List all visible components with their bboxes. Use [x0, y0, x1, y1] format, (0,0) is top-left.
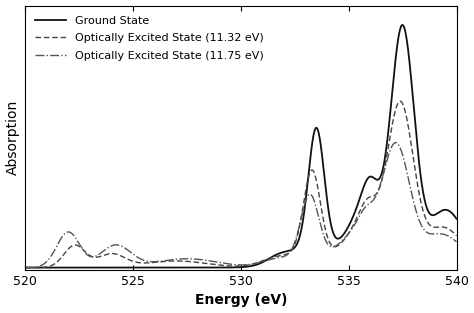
Optically Excited State (11.32 eV) [72, 243, 77, 247]
Optically Excited State (11.75 eV) [393, 141, 399, 145]
Ground State [72, 266, 77, 269]
Ground State [97, 266, 103, 269]
Y-axis label: Absorption: Absorption [6, 100, 19, 175]
Optically Excited State (11.75 eV) [97, 252, 103, 256]
Ground State [206, 266, 212, 269]
Line: Optically Excited State (11.75 eV): Optically Excited State (11.75 eV) [25, 143, 456, 268]
Ground State [400, 23, 405, 27]
Optically Excited State (11.32 eV) [445, 227, 451, 231]
Optically Excited State (11.75 eV) [72, 234, 77, 238]
Optically Excited State (11.32 eV) [188, 260, 193, 264]
Optically Excited State (11.75 eV) [454, 240, 459, 244]
Ground State [445, 208, 451, 212]
X-axis label: Energy (eV): Energy (eV) [194, 294, 287, 307]
Optically Excited State (11.75 eV) [206, 259, 212, 263]
Ground State [399, 24, 404, 28]
Ground State [454, 217, 459, 221]
Ground State [188, 266, 193, 269]
Optically Excited State (11.32 eV) [97, 255, 103, 259]
Optically Excited State (11.75 eV) [399, 150, 404, 154]
Optically Excited State (11.32 eV) [397, 99, 403, 103]
Line: Optically Excited State (11.32 eV): Optically Excited State (11.32 eV) [25, 101, 456, 268]
Ground State [22, 266, 28, 269]
Legend: Ground State, Optically Excited State (11.32 eV), Optically Excited State (11.75: Ground State, Optically Excited State (1… [31, 11, 268, 65]
Optically Excited State (11.75 eV) [445, 234, 451, 238]
Optically Excited State (11.32 eV) [22, 266, 28, 269]
Optically Excited State (11.75 eV) [22, 266, 28, 269]
Optically Excited State (11.75 eV) [188, 257, 193, 261]
Line: Ground State: Ground State [25, 25, 456, 268]
Optically Excited State (11.32 eV) [206, 262, 212, 266]
Optically Excited State (11.32 eV) [399, 100, 404, 104]
Optically Excited State (11.32 eV) [454, 234, 459, 238]
